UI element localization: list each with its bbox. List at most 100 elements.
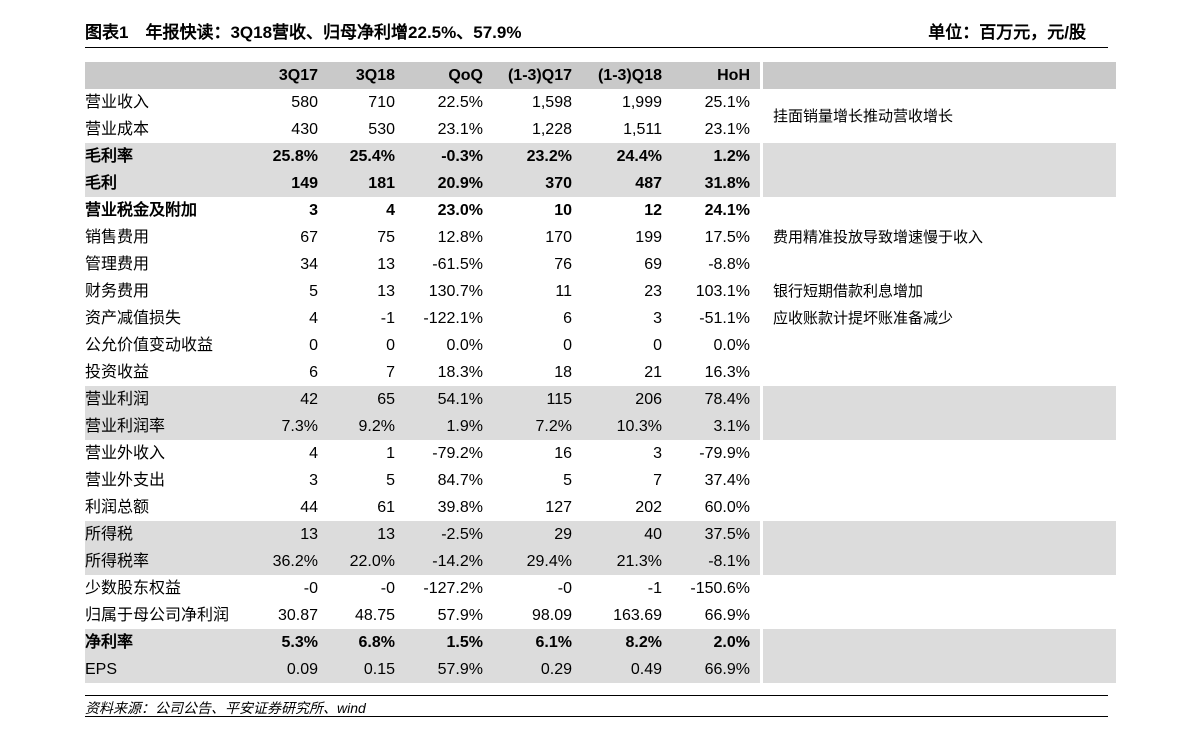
row-label: 营业外支出 [85,472,166,489]
cell: 37.5% [704,526,750,543]
cell: 34 [300,256,318,273]
row-bg [763,521,1116,548]
header-row: 3Q17 3Q18 QoQ (1-3)Q17 (1-3)Q18 HoH [85,62,1116,89]
cell: 487 [635,175,662,192]
cell: 115 [546,391,572,408]
cell: 84.7% [437,472,483,489]
cell: 3 [653,445,662,462]
cell: 430 [291,121,318,138]
note: 费用精准投放导致增速慢于收入 [773,229,984,246]
table-row: 营业外支出 3 5 84.7% 5 7 37.4% [85,467,1116,494]
column-header: (1-3)Q18 [597,67,662,84]
row-label: 营业利润率 [85,418,166,435]
cell: 10 [554,202,572,219]
cell: 16 [554,445,572,462]
cell: 13 [300,526,318,543]
row-bg [85,656,760,683]
cell: 4 [309,445,318,462]
cell: 2.0% [713,634,750,651]
cell: 206 [635,391,662,408]
cell: 5 [309,283,318,300]
cell: 127 [545,499,572,516]
unit: 单位：百万元，元/股 [928,23,1086,42]
cell: 18 [554,364,572,381]
cell: 7.3% [281,418,318,435]
cell: 23.1% [437,121,483,138]
cell: 7 [386,364,395,381]
cell: 149 [291,175,318,192]
cell: 1,598 [531,94,572,111]
row-bg [85,143,760,170]
cell: 199 [635,229,662,246]
cell: 163.69 [613,607,662,624]
cell: 13 [377,526,395,543]
cell: 37.4% [704,472,750,489]
cell: 61 [377,499,395,516]
cell: 57.9% [437,607,483,624]
cell: 66.9% [704,661,750,678]
cell: 530 [368,121,395,138]
cell: 7 [653,472,662,489]
cell: 24.1% [704,202,750,219]
row-bg [763,143,1116,170]
cell: 29.4% [526,553,572,570]
table-row: 营业利润率 7.3% 9.2% 1.9% 7.2% 10.3% 3.1% [85,413,1116,440]
row-label: 营业成本 [85,121,150,138]
cell: -0 [303,580,318,597]
cell: 580 [291,94,318,111]
table-row: 财务费用 5 13 130.7% 11 23 103.1% 银行短期借款利息增加 [85,278,1116,305]
row-label: 管理费用 [85,256,150,273]
cell: 20.9% [437,175,483,192]
cell: 0.29 [540,661,572,678]
cell: 39.8% [437,499,483,516]
cell: -61.5% [432,256,483,273]
cell: 3 [309,472,318,489]
row-bg [85,386,760,413]
column-header: QoQ [448,67,483,84]
cell: 17.5% [704,229,750,246]
cell: 5 [386,472,395,489]
cell: 67 [300,229,318,246]
cell: 0.0% [446,337,483,354]
cell: 13 [377,283,395,300]
cell: -150.6% [690,580,750,597]
table-row: 净利率 5.3% 6.8% 1.5% 6.1% 8.2% 2.0% [85,629,1116,656]
table-row: 毛利率 25.8% 25.4% -0.3% 23.2% 24.4% 1.2% [85,143,1116,170]
cell: 0 [653,337,662,354]
cell: 36.2% [272,553,318,570]
source: 资料来源：公司公告、平安证券研究所、wind [85,700,366,716]
row-label: 资产减值损失 [85,310,182,327]
cell: 6 [309,364,318,381]
cell: 3.1% [713,418,750,435]
row-bg [85,413,760,440]
cell: 65 [377,391,395,408]
table-row: 少数股东权益 -0 -0 -127.2% -0 -1 -150.6% [85,575,1116,602]
header-bg [85,62,760,89]
note: 挂面销量增长推动营收增长 [773,108,954,125]
cell: 69 [644,256,662,273]
row-bg [763,656,1116,683]
table-row: 营业利润 42 65 54.1% 115 206 78.4% [85,386,1116,413]
cell: 6 [563,310,572,327]
row-label: 所得税 [85,526,134,543]
cell: 3 [653,310,662,327]
cell: -0.3% [441,148,483,165]
table-row: 营业收入 580 710 22.5% 1,598 1,999 25.1% 挂面销量增长推动营收… [85,89,1116,125]
cell: 103.1% [695,283,750,300]
row-label: 少数股东权益 [85,580,182,597]
row-label: 财务费用 [85,283,150,300]
row-bg [763,413,1116,440]
cell: -1 [647,580,662,597]
row-label: 归属于母公司净利润 [85,607,230,624]
cell: 23.1% [704,121,750,138]
cell: 21 [644,364,662,381]
cell: 22.5% [437,94,483,111]
row-bg [85,629,760,656]
table-row: 利润总额 44 61 39.8% 127 202 60.0% [85,494,1116,521]
row-bg [763,386,1116,413]
cell: 0 [386,337,395,354]
cell: 75 [377,229,395,246]
note: 银行短期借款利息增加 [773,283,924,300]
cell: 13 [377,256,395,273]
cell: -8.8% [708,256,750,273]
